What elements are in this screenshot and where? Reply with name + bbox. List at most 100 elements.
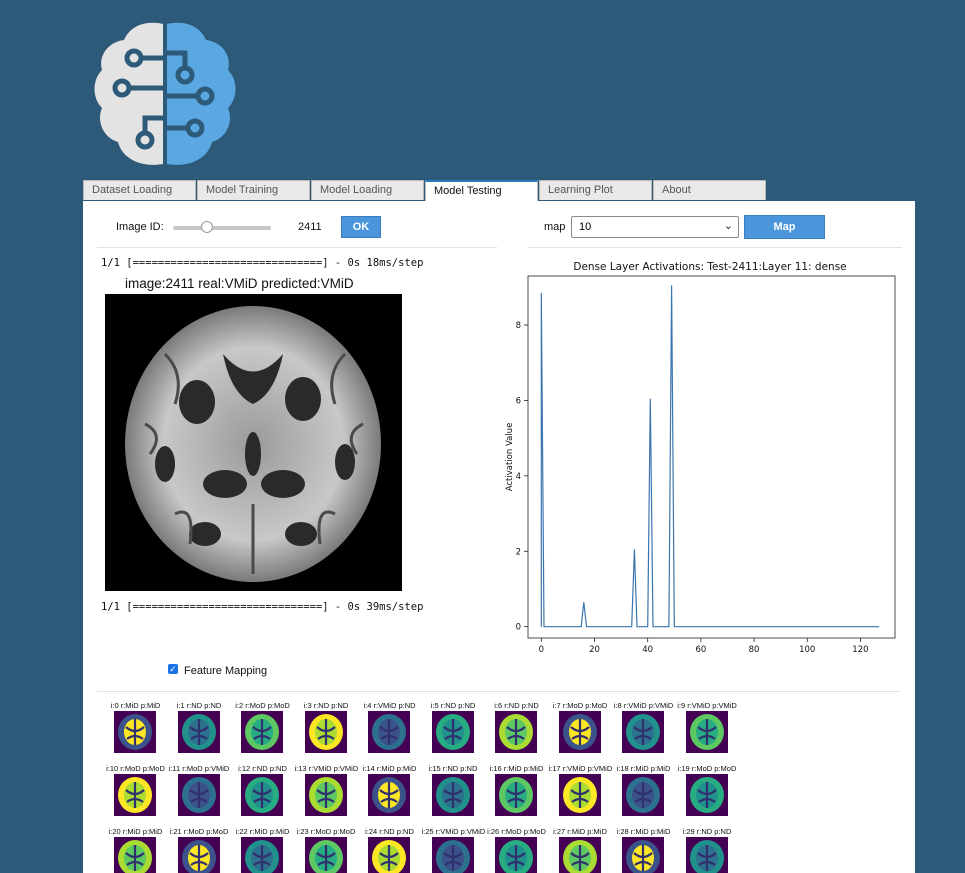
mri-brain-image xyxy=(105,294,402,591)
feature-map-thumbnail xyxy=(622,837,664,873)
feature-map-thumbnail xyxy=(241,837,283,873)
feature-map-thumbnail xyxy=(368,711,410,753)
thumbnail-label: i:19 r:MoD p:MoD xyxy=(677,764,737,773)
tab-model-training[interactable]: Model Training xyxy=(197,180,310,200)
thumbnail-label: i:2 r:MoD p:MoD xyxy=(235,701,290,710)
feature-map-thumbnail xyxy=(304,774,347,816)
feature-map-thumbnail xyxy=(304,711,347,753)
y-tick-label: 4 xyxy=(516,472,521,482)
feature-map-thumbnail xyxy=(622,711,664,753)
feature-map-thumbnail xyxy=(558,711,601,753)
map-selected-value: 10 xyxy=(579,221,592,233)
thumbnail-label: i:18 r:MiD p:MiD xyxy=(616,764,671,773)
image-caption: image:2411 real:VMiD predicted:VMiD xyxy=(125,276,354,291)
feature-map-thumbnail xyxy=(495,837,537,873)
thumbnail-label: i:14 r:MiD p:MiD xyxy=(362,764,417,773)
tab-bar: Dataset Loading Model Training Model Loa… xyxy=(83,180,767,201)
activation-chart: Dense Layer Activations: Test-2411:Layer… xyxy=(505,261,896,655)
thumbnail-label: i:21 r:MoD p:MoD xyxy=(169,827,229,836)
thumbnail-label: i:23 r:MoD p:MoD xyxy=(296,827,356,836)
thumbnail-label: i:7 r:MoD p:MoD xyxy=(552,701,608,710)
thumbnail-label: i:15 r:ND p:ND xyxy=(428,764,478,773)
x-tick-label: 0 xyxy=(539,645,544,655)
map-button[interactable]: Map xyxy=(744,215,825,239)
divider xyxy=(528,247,902,248)
thumbnail-label: i:27 r:MiD p:MiD xyxy=(553,827,607,836)
feature-map-thumbnail xyxy=(368,837,410,873)
thumbnail-label: i:29 r:ND p:ND xyxy=(682,827,732,836)
y-tick-label: 0 xyxy=(516,623,521,633)
thumbnail-label: i:9 r:VMiD p:VMiD xyxy=(677,701,737,710)
feature-map-thumbnail xyxy=(114,711,156,753)
x-tick-label: 20 xyxy=(589,645,600,655)
mapping-progress-output: 1/1 [==============================] - 0… xyxy=(101,601,424,613)
thumbnail-label: i:3 r:ND p:ND xyxy=(303,701,349,710)
image-id-label: Image ID: xyxy=(116,221,164,233)
x-tick-label: 100 xyxy=(799,645,815,655)
tab-model-testing[interactable]: Model Testing xyxy=(425,180,538,201)
divider xyxy=(97,691,901,692)
chart-title: Dense Layer Activations: Test-2411:Layer… xyxy=(573,261,846,273)
feature-map-thumbnail xyxy=(241,774,283,816)
thumbnail-label: i:24 r:ND p:ND xyxy=(365,827,414,836)
feature-map-thumbnail xyxy=(685,774,728,816)
tab-model-loading[interactable]: Model Loading xyxy=(311,180,424,200)
x-tick-label: 60 xyxy=(695,645,706,655)
y-tick-label: 2 xyxy=(516,547,521,557)
thumbnail-label: i:0 r:MiD p:MiD xyxy=(110,701,161,710)
image-id-slider-handle[interactable] xyxy=(201,221,214,233)
feature-map-thumbnail xyxy=(495,711,537,753)
feature-map-thumbnail xyxy=(114,837,156,873)
feature-map-thumbnail xyxy=(368,774,410,816)
feature-map-thumbnail xyxy=(685,837,728,873)
map-label: map xyxy=(544,221,566,233)
y-tick-label: 8 xyxy=(516,321,521,331)
thumbnail-label: i:25 r:VMiD p:VMiD xyxy=(421,827,485,836)
thumbnail-label: i:6 r:ND p:ND xyxy=(494,701,539,710)
thumbnail-label: i:17 r:VMiD p:VMiD xyxy=(548,764,612,773)
tab-dataset-loading[interactable]: Dataset Loading xyxy=(83,180,196,200)
feature-map-thumbnail xyxy=(177,711,220,753)
map-select[interactable]: 10 ⌄ xyxy=(571,216,739,238)
feature-map-thumbnail xyxy=(177,774,220,816)
thumbnail-label: i:26 r:MoD p:MoD xyxy=(487,827,546,836)
feature-map-thumbnail xyxy=(558,837,601,873)
image-id-slider-track[interactable] xyxy=(173,226,271,230)
plot-area-frame xyxy=(527,275,896,639)
feature-map-thumbnail xyxy=(495,774,537,816)
thumbnail-label: i:8 r:VMiD p:VMiD xyxy=(613,701,674,710)
ok-button[interactable]: OK xyxy=(341,216,381,238)
thumbnail-label: i:16 r:MiD p:MiD xyxy=(489,764,544,773)
feature-map-thumbnail xyxy=(431,711,474,753)
feature-map-thumbnail xyxy=(114,774,156,816)
x-tick-label: 40 xyxy=(642,645,653,655)
feature-map-thumbnail xyxy=(304,837,347,873)
feature-map-thumbnail xyxy=(685,711,728,753)
chevron-down-icon: ⌄ xyxy=(723,220,733,232)
prediction-progress-output: 1/1 [==============================] - 0… xyxy=(101,257,424,269)
feature-map-thumbnail xyxy=(431,774,474,816)
image-id-value: 2411 xyxy=(298,221,322,233)
thumbnail-label: i:12 r:ND p:ND xyxy=(238,764,287,773)
thumbnail-label: i:10 r:MoD p:MoD xyxy=(106,764,165,773)
activation-series-line xyxy=(540,285,879,628)
x-tick-label: 80 xyxy=(749,645,760,655)
feature-mapping-checkbox[interactable]: ✓ xyxy=(168,664,178,674)
divider xyxy=(97,247,497,248)
thumbnail-label: i:22 r:MiD p:MiD xyxy=(235,827,290,836)
feature-map-thumbnail xyxy=(241,711,283,753)
feature-map-thumbnail xyxy=(177,837,220,873)
y-axis-label: Activation Value xyxy=(505,423,515,492)
feature-map-thumbnail xyxy=(558,774,601,816)
thumbnail-label: i:13 r:VMiD p:VMiD xyxy=(294,764,358,773)
tab-learning-plot[interactable]: Learning Plot xyxy=(539,180,652,200)
thumbnail-label: i:11 r:MoD p:VMiD xyxy=(168,764,230,773)
tab-about[interactable]: About xyxy=(653,180,766,200)
y-tick-label: 6 xyxy=(516,396,521,406)
thumbnail-label: i:5 r:ND p:ND xyxy=(430,701,476,710)
thumbnail-label: i:28 r:MiD p:MiD xyxy=(616,827,671,836)
model-testing-panel: Image ID: 2411 OK map 10 ⌄ Map 1/1 [====… xyxy=(83,201,915,873)
thumbnail-label: i:4 r:VMiD p:ND xyxy=(363,701,416,710)
x-tick-label: 120 xyxy=(852,645,868,655)
feature-map-thumbnail xyxy=(431,837,474,873)
